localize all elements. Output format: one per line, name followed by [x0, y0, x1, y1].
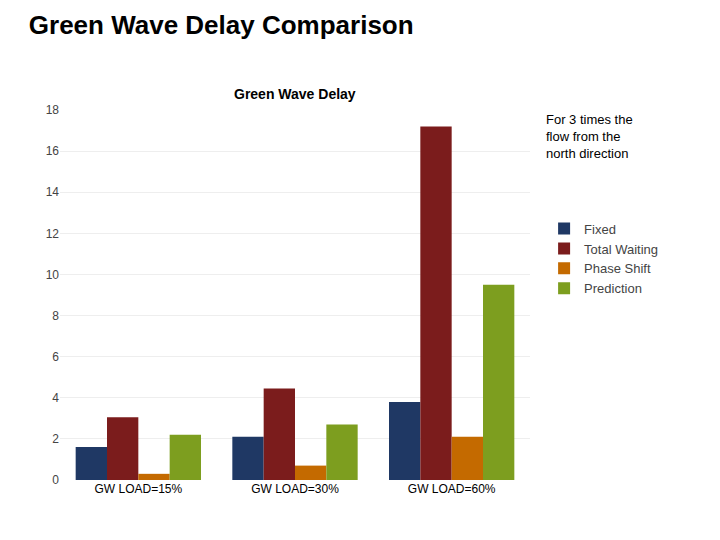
svg-text:2: 2 — [52, 432, 59, 446]
svg-text:Total Waiting: Total Waiting — [584, 242, 658, 257]
svg-text:18: 18 — [46, 103, 60, 117]
svg-text:4: 4 — [52, 391, 59, 405]
svg-text:Fixed: Fixed — [584, 222, 616, 237]
svg-text:0: 0 — [52, 473, 59, 487]
svg-text:6: 6 — [52, 350, 59, 364]
svg-text:Green Wave Delay: Green Wave Delay — [234, 86, 356, 102]
svg-text:Prediction: Prediction — [584, 281, 642, 296]
svg-text:8: 8 — [52, 309, 59, 323]
svg-text:12: 12 — [46, 227, 60, 241]
svg-text:GW LOAD=15%: GW LOAD=15% — [94, 482, 182, 496]
svg-text:10: 10 — [46, 268, 60, 282]
svg-text:For 3 times theflow from theno: For 3 times theflow from thenorth direct… — [546, 112, 633, 161]
svg-text:16: 16 — [46, 144, 60, 158]
svg-text:14: 14 — [46, 185, 60, 199]
svg-text:Phase Shift: Phase Shift — [584, 261, 651, 276]
svg-text:GW LOAD=30%: GW LOAD=30% — [251, 482, 339, 496]
svg-text:Green Wave Delay Comparison: Green Wave Delay Comparison — [29, 10, 414, 40]
svg-text:GW LOAD=60%: GW LOAD=60% — [408, 482, 496, 496]
